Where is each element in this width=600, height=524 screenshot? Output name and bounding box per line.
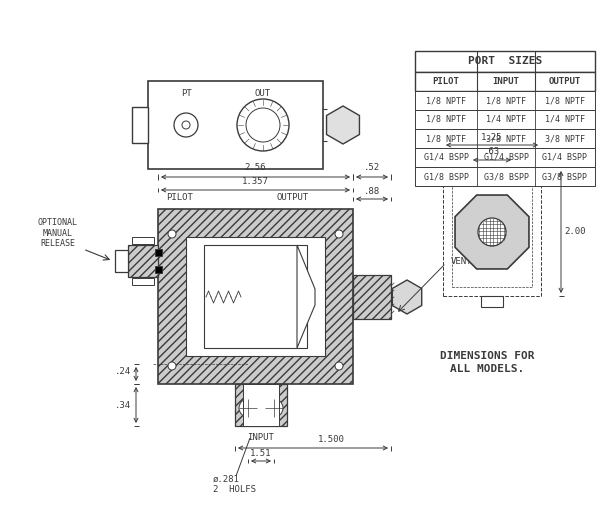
Bar — [415, 167, 595, 186]
Bar — [132, 107, 148, 143]
Polygon shape — [392, 280, 422, 314]
Circle shape — [168, 362, 176, 370]
Text: .52: .52 — [364, 163, 380, 172]
Text: OUTPUT: OUTPUT — [549, 77, 581, 86]
Text: ø.281
2  HOLFS: ø.281 2 HOLFS — [213, 474, 256, 494]
Text: .24: .24 — [115, 366, 131, 376]
Text: 1/4 NPTF: 1/4 NPTF — [486, 115, 526, 124]
Bar — [155, 266, 162, 273]
Bar — [235, 384, 287, 426]
Bar — [415, 91, 595, 110]
Text: .88: .88 — [364, 187, 380, 195]
Bar — [452, 177, 532, 287]
Circle shape — [239, 399, 257, 417]
Text: PILOT: PILOT — [433, 77, 460, 86]
Bar — [415, 129, 595, 148]
Bar — [443, 168, 541, 296]
Circle shape — [182, 121, 190, 129]
Text: OPTIONAL
MANUAL
RELEASE: OPTIONAL MANUAL RELEASE — [38, 218, 78, 248]
Polygon shape — [455, 195, 529, 269]
Bar — [155, 249, 162, 256]
Text: OUT: OUT — [255, 89, 271, 97]
Circle shape — [265, 399, 283, 417]
Circle shape — [168, 230, 176, 238]
Circle shape — [335, 362, 343, 370]
Text: 1/8 NPTF: 1/8 NPTF — [545, 96, 585, 105]
Bar — [415, 110, 595, 129]
Polygon shape — [297, 245, 315, 348]
Bar — [243, 384, 279, 426]
Bar — [115, 250, 128, 272]
Bar — [186, 237, 325, 356]
Text: OUTPUT: OUTPUT — [277, 193, 309, 202]
Text: 2.56: 2.56 — [245, 163, 266, 172]
Text: G1/4 BSPP: G1/4 BSPP — [424, 153, 469, 162]
Text: G3/8 BSPP: G3/8 BSPP — [542, 172, 587, 181]
Text: 1/8 NPTF: 1/8 NPTF — [426, 134, 466, 143]
Text: .63: .63 — [484, 147, 500, 157]
Text: 3/8 NPTF: 3/8 NPTF — [545, 134, 585, 143]
Text: 1/8 NPTF: 1/8 NPTF — [486, 96, 526, 105]
Circle shape — [478, 218, 506, 246]
Text: 1.357: 1.357 — [242, 178, 269, 187]
Text: 2.00: 2.00 — [564, 227, 586, 236]
Text: PILOT: PILOT — [167, 193, 193, 202]
Text: G1/8 BSPP: G1/8 BSPP — [424, 172, 469, 181]
Text: G1/4 BSPP: G1/4 BSPP — [542, 153, 587, 162]
Text: 1/8 NPTF: 1/8 NPTF — [426, 115, 466, 124]
Bar — [481, 157, 503, 168]
Text: ALL MODELS.: ALL MODELS. — [450, 364, 524, 374]
Circle shape — [246, 108, 280, 142]
Text: 1.500: 1.500 — [317, 435, 344, 444]
Text: 1/4 NPTF: 1/4 NPTF — [545, 115, 585, 124]
Text: DIMENSIONS FOR: DIMENSIONS FOR — [440, 351, 534, 361]
Circle shape — [237, 99, 289, 151]
Circle shape — [174, 113, 198, 137]
Bar — [415, 72, 595, 91]
Bar — [353, 275, 391, 319]
Text: 3/8 NPTF: 3/8 NPTF — [486, 134, 526, 143]
Bar — [415, 148, 595, 167]
Text: G3/8 BSPP: G3/8 BSPP — [484, 172, 529, 181]
Bar — [481, 296, 503, 307]
Text: .34: .34 — [115, 400, 131, 409]
Bar — [132, 237, 154, 244]
Polygon shape — [326, 106, 359, 144]
Text: VENT: VENT — [451, 257, 473, 266]
Text: 1.51: 1.51 — [250, 449, 272, 457]
Text: 1/8 NPTF: 1/8 NPTF — [426, 96, 466, 105]
Bar — [415, 51, 595, 72]
Bar — [204, 245, 307, 348]
Text: PT: PT — [181, 89, 191, 97]
Bar — [128, 245, 158, 277]
Text: PORT  SIZES: PORT SIZES — [468, 57, 542, 67]
Text: INPUT: INPUT — [248, 433, 274, 442]
Text: 1.25: 1.25 — [481, 133, 503, 141]
Text: INPUT: INPUT — [493, 77, 520, 86]
Text: G1/4 BSPP: G1/4 BSPP — [484, 153, 529, 162]
Bar — [148, 81, 323, 169]
Bar — [132, 278, 154, 285]
Circle shape — [335, 230, 343, 238]
Bar — [158, 209, 353, 384]
